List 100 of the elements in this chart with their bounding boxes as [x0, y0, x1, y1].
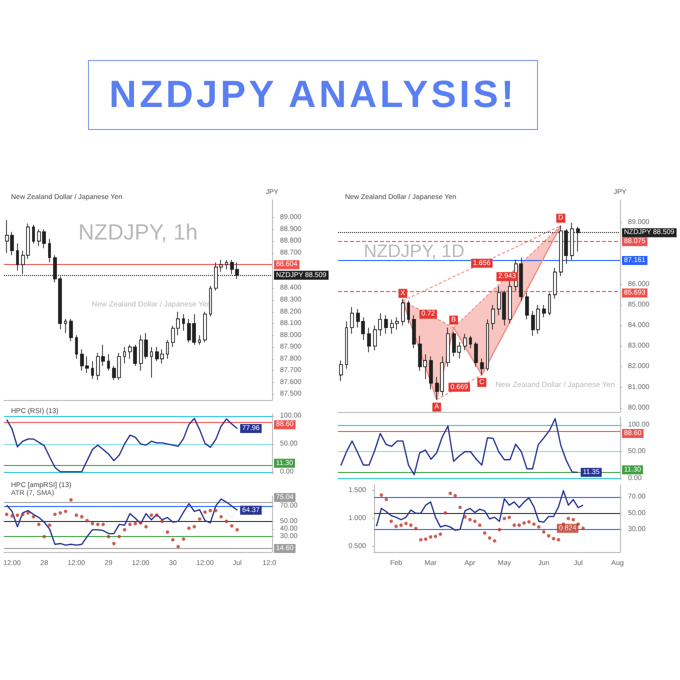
point [53, 512, 57, 516]
point [32, 514, 36, 518]
candlestick [69, 318, 73, 342]
point [542, 530, 546, 534]
point [122, 528, 126, 532]
point [187, 526, 191, 530]
point [458, 506, 462, 510]
point [134, 522, 138, 526]
point [219, 514, 223, 518]
point [512, 523, 516, 527]
candlestick [209, 285, 212, 317]
candlestick [345, 321, 348, 370]
point [492, 539, 496, 543]
point [527, 520, 531, 524]
point [21, 512, 25, 516]
point [203, 510, 207, 514]
candlestick [182, 314, 185, 331]
point [235, 528, 239, 532]
point [160, 520, 164, 524]
candlestick [198, 334, 201, 346]
point [42, 534, 46, 538]
point [112, 542, 116, 546]
candlestick [384, 314, 388, 334]
line-series [6, 418, 238, 472]
point [438, 532, 442, 536]
candlestick [350, 306, 354, 334]
point [434, 534, 438, 538]
point [482, 531, 486, 535]
candlestick [429, 356, 433, 390]
line-series [6, 498, 238, 546]
candlestick [486, 318, 489, 372]
point [106, 534, 110, 538]
point [208, 508, 212, 512]
point [10, 514, 14, 518]
point [546, 534, 550, 538]
candlestick [123, 346, 126, 364]
point [384, 498, 388, 502]
candlestick [107, 354, 110, 371]
point [414, 526, 418, 530]
point [468, 518, 472, 522]
candlestick [407, 300, 410, 324]
point [453, 494, 457, 498]
point [48, 523, 52, 527]
point [428, 535, 432, 539]
candlestick [508, 280, 512, 324]
point [230, 524, 234, 528]
point [198, 517, 202, 521]
annotation: NZDJPY, 1h [78, 220, 198, 244]
point [144, 524, 148, 528]
point [463, 515, 467, 519]
point [4, 512, 8, 516]
point [566, 516, 570, 520]
point [96, 522, 100, 526]
annotation: NZDJPY, 1D [364, 240, 464, 261]
candlestick [225, 260, 228, 270]
point [537, 525, 541, 529]
candlestick [64, 318, 67, 334]
point [399, 523, 403, 527]
candlestick [48, 238, 51, 263]
point [58, 511, 62, 515]
point [128, 522, 132, 526]
candlestick [548, 292, 551, 316]
line-series [376, 490, 584, 531]
point [176, 544, 180, 548]
point [418, 538, 422, 542]
point [508, 516, 512, 520]
point [498, 528, 502, 532]
point [380, 493, 384, 497]
candlestick [339, 360, 343, 382]
candlestick [150, 346, 153, 378]
point [532, 522, 536, 526]
candlestick [542, 304, 546, 318]
candlestick [32, 224, 35, 244]
candlestick [16, 243, 19, 271]
point [409, 523, 413, 527]
point [517, 523, 521, 527]
candlestick [491, 304, 495, 330]
point [117, 534, 121, 538]
point [502, 516, 506, 520]
point [552, 536, 556, 540]
point [74, 513, 78, 517]
text: NZDJPY ANALYSIS! [109, 74, 517, 116]
point [90, 522, 94, 526]
point [448, 492, 452, 496]
candlestick [469, 335, 472, 349]
point [488, 536, 492, 540]
candlestick [553, 268, 557, 300]
candlestick [367, 327, 371, 353]
point [214, 508, 218, 512]
candlestick [75, 334, 78, 360]
point [192, 524, 196, 528]
candlestick [166, 340, 169, 360]
point [389, 520, 393, 524]
point [16, 513, 20, 517]
point [444, 511, 448, 515]
point [478, 523, 482, 527]
point [138, 521, 142, 525]
point [572, 518, 576, 522]
point [64, 510, 68, 514]
point [37, 522, 41, 526]
